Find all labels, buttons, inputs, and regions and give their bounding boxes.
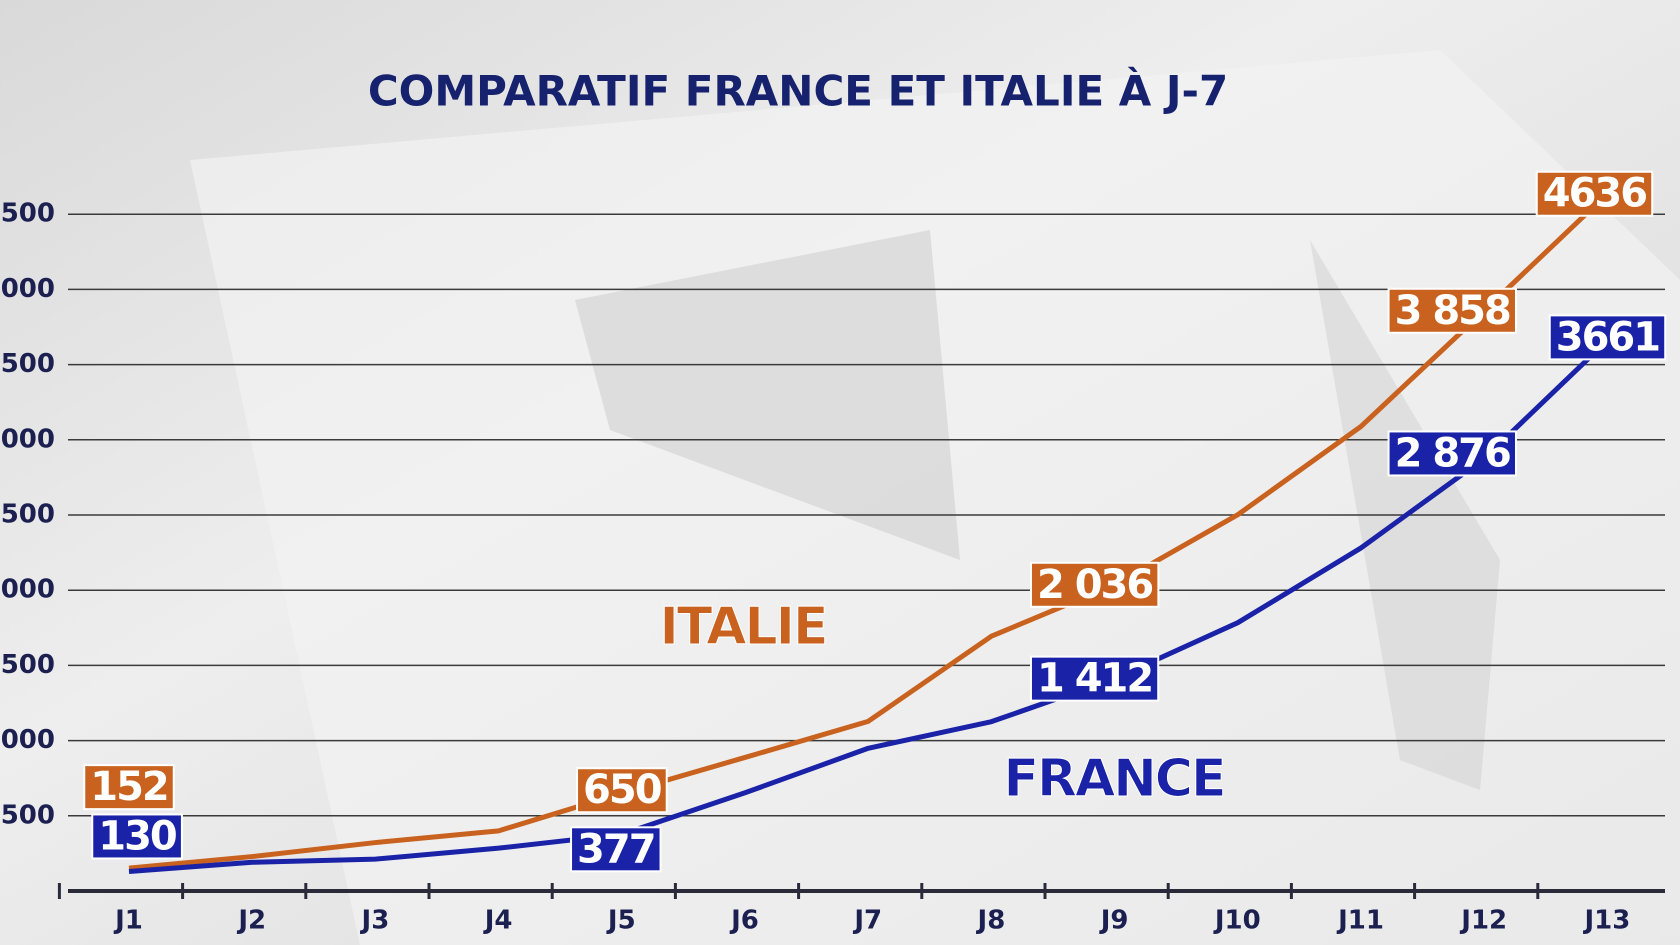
x-tick-label: J9: [1099, 906, 1129, 936]
value-label-box: [1029, 655, 1160, 702]
value-label-box: [1387, 287, 1517, 334]
value-label: 3 858: [1387, 287, 1517, 334]
value-label: 650: [576, 767, 668, 814]
value-label: 2 036: [1029, 561, 1160, 608]
x-tick-label: J10: [1213, 906, 1261, 936]
value-label-box: [83, 764, 175, 811]
value-label: 152: [83, 764, 175, 811]
value-label-text: 3 858: [1395, 288, 1510, 334]
x-tick-label: J12: [1459, 906, 1507, 936]
y-tick-label: 500: [1, 800, 55, 830]
value-label: 377: [570, 826, 662, 873]
value-label-text: 650: [583, 767, 661, 813]
value-label-text: 152: [90, 764, 168, 810]
value-label-box: [91, 813, 183, 860]
value-label-text: 4636: [1543, 171, 1646, 217]
value-label-text: 2 036: [1037, 562, 1152, 608]
backdrop-shape: [575, 230, 960, 560]
value-label-box: [1387, 430, 1517, 477]
value-label-box: [576, 767, 668, 814]
value-label: 1 412: [1029, 655, 1160, 702]
x-tick-label: J1: [113, 906, 143, 936]
value-label-box: [570, 826, 662, 873]
x-tick-label: J5: [606, 906, 636, 936]
x-tick-label: J2: [236, 906, 266, 936]
value-label-box: [1548, 314, 1667, 361]
chart-title: COMPARATIF FRANCE ET ITALIE À J-7: [368, 66, 1228, 116]
value-label-text: 1 412: [1037, 656, 1152, 702]
value-label-text: 2 876: [1395, 430, 1510, 476]
plot: 500 1000 1500 2000 2500 3000 3500 4000 4500 J1 J2 J…: [0, 170, 1667, 936]
series-name: ITALIE: [659, 597, 826, 657]
value-label: 4636: [1535, 170, 1654, 217]
x-tick-label: J6: [729, 906, 759, 936]
value-label: 130: [91, 813, 183, 860]
value-label-text: 130: [98, 813, 176, 859]
y-tick-label: 1500: [0, 650, 55, 680]
value-label: 3661: [1548, 314, 1667, 361]
y-tick-label: 3500: [0, 349, 55, 379]
x-tick-label: J8: [976, 906, 1006, 936]
x-tick-label: J7: [852, 906, 882, 936]
value-label-box: [1535, 170, 1654, 217]
series-name: FRANCE: [1003, 749, 1224, 809]
series-line: [128, 338, 1610, 874]
y-tick-label: 2500: [0, 500, 55, 530]
x-tick-label: J13: [1582, 906, 1630, 936]
y-tick-label: 1000: [0, 725, 55, 755]
value-label-text: 377: [577, 826, 655, 872]
value-label-box: [1029, 561, 1160, 608]
series-line: [128, 191, 1610, 871]
y-tick-label: 3000: [0, 424, 55, 454]
y-tick-label: 4000: [0, 274, 55, 304]
x-tick-label: J4: [483, 906, 513, 936]
x-tick-label: J11: [1336, 906, 1384, 936]
value-label: 2 876: [1387, 430, 1517, 477]
y-tick-label: 4500: [0, 199, 55, 229]
y-tick-label: 2000: [0, 575, 55, 605]
value-label-text: 3661: [1556, 314, 1659, 360]
x-tick-label: J3: [360, 906, 390, 936]
